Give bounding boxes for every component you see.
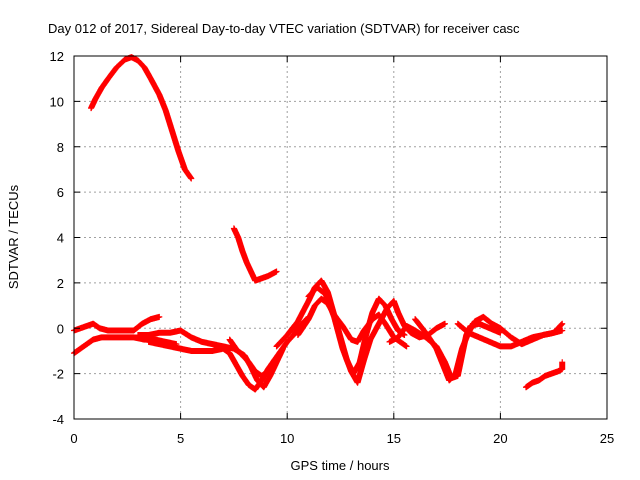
y-tick-label: 2	[57, 276, 64, 291]
x-tick-label: 5	[177, 431, 184, 446]
data-marks	[454, 320, 566, 350]
series-arc-late	[522, 359, 566, 391]
y-tick-label: 8	[57, 140, 64, 155]
y-axis-label: SDTVAR / TECUs	[6, 184, 21, 289]
data-marks	[522, 359, 566, 391]
series-arc-morning-c	[226, 316, 310, 379]
series-arc-midday-c	[305, 284, 448, 386]
y-tick-label: 0	[57, 321, 64, 336]
y-tick-label: 4	[57, 231, 64, 246]
x-tick-label: 10	[280, 431, 294, 446]
axis-ticks: 0 5 10 15 20 25 -4 -2 0 2 4 6 8 10 12	[50, 49, 615, 446]
y-tick-label: -4	[52, 412, 64, 427]
y-tick-label: 12	[50, 49, 64, 64]
data-marks	[226, 316, 310, 379]
chart-title: Day 012 of 2017, Sidereal Day-to-day VTE…	[48, 21, 520, 36]
y-tick-label: -2	[52, 367, 64, 382]
series-arc-midmorning	[230, 225, 280, 284]
x-tick-label: 0	[70, 431, 77, 446]
x-tick-label: 15	[387, 431, 401, 446]
x-axis-label: GPS time / hours	[291, 458, 390, 473]
series-arc-high-morning	[88, 54, 195, 182]
series-arc-evening	[454, 320, 566, 350]
data-marks	[230, 225, 280, 284]
x-tick-label: 25	[600, 431, 614, 446]
y-tick-label: 6	[57, 185, 64, 200]
data-marks	[305, 284, 448, 386]
data-marks	[88, 54, 195, 182]
y-tick-label: 10	[50, 94, 64, 109]
x-tick-label: 20	[493, 431, 507, 446]
